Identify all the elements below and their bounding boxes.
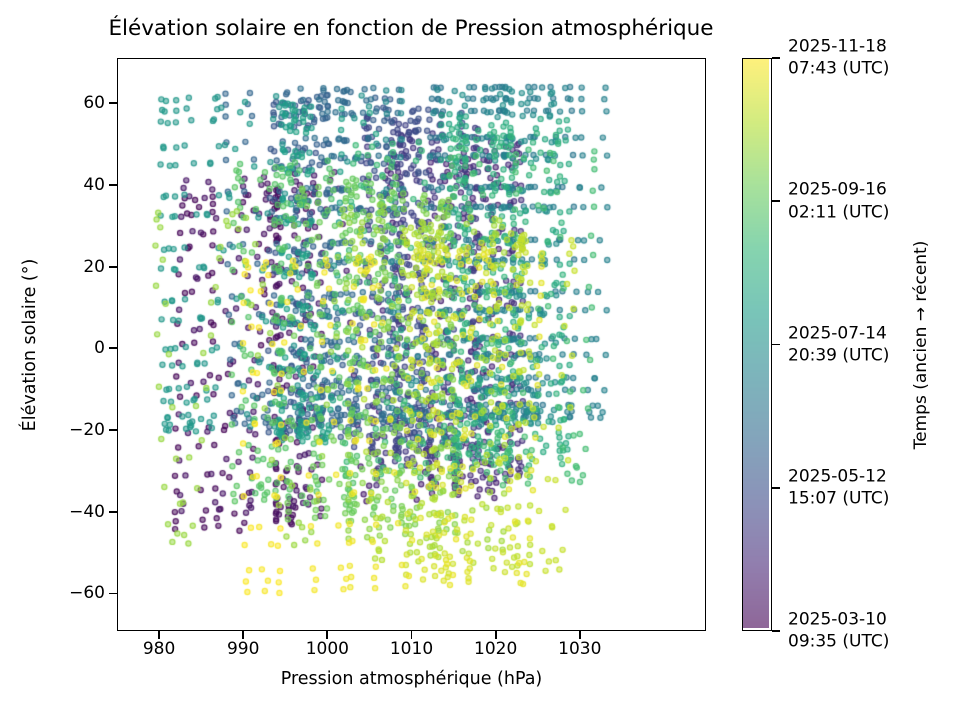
colorbar-tick-mark [772,486,780,489]
y-tick-label: −60 [69,583,105,604]
x-tick-mark [410,631,413,639]
x-tick-mark [578,631,581,639]
scatter-points-canvas [118,59,703,628]
colorbar-tick-label: 2025-05-12 15:07 (UTC) [788,466,890,509]
y-tick-label: −20 [69,420,105,441]
x-tick-mark [242,631,245,639]
x-tick-label: 1030 [558,639,602,659]
y-tick-mark [109,184,117,186]
y-tick-label: 40 [83,175,105,196]
colorbar-tick-mark [772,630,780,632]
plot-area [117,58,706,631]
x-tick-label: 1010 [389,639,434,659]
x-tick-label: 1020 [474,639,518,659]
y-tick-label: −40 [69,501,105,522]
colorbar-tick-label: 2025-07-14 20:39 (UTC) [788,323,890,366]
colorbar-tick-label: 2025-11-18 07:43 (UTC) [788,36,890,79]
y-tick-mark [109,510,117,513]
y-tick-mark [109,265,117,268]
colorbar-tick-mark [772,343,780,346]
x-tick-mark [326,631,329,639]
y-tick-mark [109,592,117,595]
x-tick-label: 980 [142,639,176,659]
x-tick-mark [494,631,497,639]
x-tick-mark [158,631,160,639]
y-tick-label: 60 [83,93,105,114]
y-tick-mark [109,429,117,431]
y-axis-label: Élévation solaire (°) [20,258,40,432]
y-tick-mark [109,102,117,105]
colorbar-gradient-canvas [743,59,769,628]
colorbar-tick-label: 2025-09-16 02:11 (UTC) [788,179,890,223]
colorbar-tick-mark [772,200,780,203]
colorbar-tick-label: 2025-03-10 09:35 (UTC) [788,609,890,652]
y-tick-mark [109,347,117,350]
colorbar-tick-mark [772,57,780,59]
chart-title: Élévation solaire en fonction de Pressio… [108,16,714,41]
x-tick-label: 1000 [305,639,349,659]
x-axis-label: Pression atmosphérique (hPa) [280,669,543,689]
y-tick-label: 20 [83,256,105,277]
colorbar-label: Temps (ancien → récent) [911,240,931,450]
x-tick-label: 990 [226,639,260,659]
colorbar [742,58,772,631]
y-tick-label: 0 [94,338,105,359]
